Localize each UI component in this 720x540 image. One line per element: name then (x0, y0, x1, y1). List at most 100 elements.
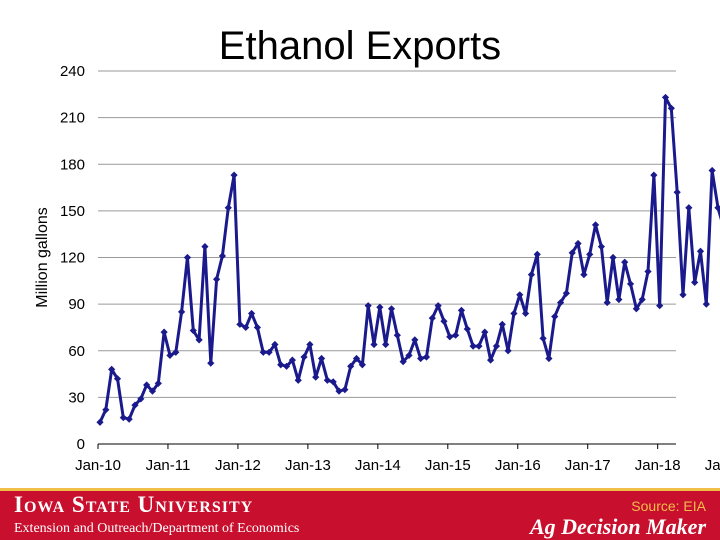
data-point (393, 331, 401, 339)
data-point (667, 104, 675, 112)
data-point (341, 386, 349, 394)
x-tick-label: Jan-17 (565, 457, 611, 474)
data-point (224, 204, 232, 212)
data-point (708, 166, 716, 175)
data-point (498, 320, 506, 328)
data-point (696, 247, 705, 255)
data-point (714, 204, 720, 212)
data-point (405, 351, 413, 360)
data-point (574, 239, 582, 248)
data-point (475, 342, 483, 350)
series-line (98, 95, 720, 423)
data-point (195, 336, 203, 344)
data-point (463, 325, 471, 333)
data-point (300, 353, 308, 361)
data-point (189, 326, 197, 335)
data-point (143, 381, 151, 389)
data-point (282, 362, 291, 370)
data-point (539, 334, 547, 342)
data-point (597, 243, 605, 251)
brand-logo: Ag Decision Maker (530, 514, 706, 539)
data-point (510, 309, 518, 318)
data-point (96, 418, 104, 426)
data-point (236, 320, 244, 328)
data-point (183, 253, 192, 262)
data-point (411, 336, 419, 344)
data-point (213, 275, 221, 283)
data-point (317, 354, 326, 363)
data-point (504, 347, 512, 355)
data-point (370, 340, 378, 349)
data-point (556, 298, 565, 307)
y-axis-ticks: 0 30 60 90 120 150 180 210 240 (60, 63, 85, 453)
department-line: Extension and Outreach/Department of Eco… (14, 521, 300, 536)
y-tick-label: 30 (68, 389, 85, 406)
university-name: Iowa State University (14, 492, 254, 517)
data-point (399, 358, 407, 366)
data-point (323, 376, 331, 384)
data-point (364, 302, 372, 310)
data-point (644, 267, 652, 276)
data-point (521, 309, 530, 318)
data-point (108, 365, 116, 373)
x-tick-label: Jan-11 (146, 457, 191, 474)
data-point (492, 342, 501, 350)
data-point (178, 308, 186, 316)
data-point (487, 356, 495, 364)
data-point (656, 302, 664, 310)
data-point (329, 378, 337, 386)
data-point (603, 298, 611, 307)
data-point (638, 295, 646, 304)
data-point (271, 340, 279, 349)
data-point (312, 373, 320, 381)
data-point (265, 348, 273, 356)
data-point (691, 278, 699, 286)
data-point (422, 353, 431, 361)
source-note: Source: EIA (631, 498, 706, 514)
y-tick-label: 150 (60, 203, 85, 220)
data-point (481, 328, 489, 336)
data-point (533, 250, 541, 258)
data-point (434, 302, 442, 310)
data-point (352, 354, 361, 363)
data-point (382, 340, 390, 349)
gridlines (98, 70, 676, 398)
data-point (650, 171, 658, 179)
data-point (201, 243, 209, 251)
x-tick-label: Jan-14 (355, 457, 401, 474)
data-point (253, 323, 262, 332)
series-layer (96, 93, 720, 426)
x-axis-ticks: Jan-10 Jan-11 Jan-12 Jan-13 Jan-14 Jan-15 Jan-… (75, 444, 720, 474)
x-tick-label: Jan-10 (75, 457, 121, 474)
data-point (172, 348, 180, 356)
data-point (102, 406, 110, 414)
y-tick-label: 240 (60, 63, 85, 80)
x-tick-label: Jan-18 (635, 457, 681, 474)
data-point (673, 188, 681, 196)
data-point (242, 323, 250, 332)
data-point (387, 305, 396, 313)
data-point (440, 317, 448, 325)
data-point (119, 413, 127, 422)
data-point (702, 300, 710, 308)
data-point (131, 401, 139, 409)
data-point (154, 379, 162, 387)
y-tick-label: 180 (60, 156, 85, 173)
y-tick-label: 60 (68, 343, 85, 360)
data-point (113, 375, 122, 383)
data-point (230, 171, 238, 179)
data-point (306, 340, 314, 349)
data-point (609, 253, 617, 262)
data-point (288, 356, 296, 364)
data-point (347, 362, 355, 370)
data-point (685, 204, 693, 212)
data-point (446, 333, 454, 341)
data-point (661, 93, 670, 102)
x-tick-label: Jan-15 (425, 457, 471, 474)
data-point (335, 387, 343, 395)
y-tick-label: 90 (68, 296, 85, 313)
data-point (626, 280, 635, 288)
data-point (358, 361, 366, 369)
data-point (591, 221, 600, 229)
data-point (125, 415, 133, 423)
